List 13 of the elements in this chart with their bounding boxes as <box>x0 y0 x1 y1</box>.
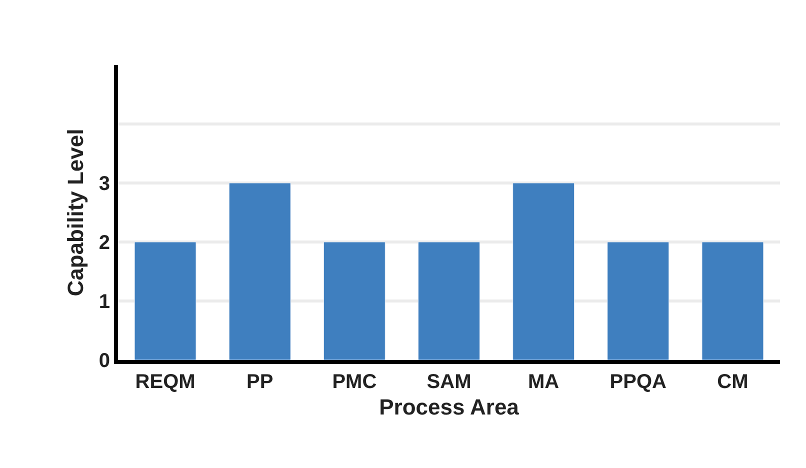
x-tick-label: PP <box>246 371 274 393</box>
x-axis-title: Process Area <box>379 394 520 420</box>
y-tick-label: 3 <box>98 173 110 195</box>
x-tick-label: SAM <box>426 371 472 393</box>
x-tick-label: PPQA <box>610 371 666 393</box>
y-tick-label: 2 <box>98 232 110 254</box>
y-axis-title: Capability Level <box>63 128 88 296</box>
y-tick-label: 0 <box>98 350 110 372</box>
x-tick-label: MA <box>528 371 560 393</box>
x-tick-label: PMC <box>332 371 377 393</box>
y-tick-label: 1 <box>98 291 110 313</box>
x-tick-label: REQM <box>135 371 196 393</box>
x-tick-label: CM <box>717 371 748 393</box>
